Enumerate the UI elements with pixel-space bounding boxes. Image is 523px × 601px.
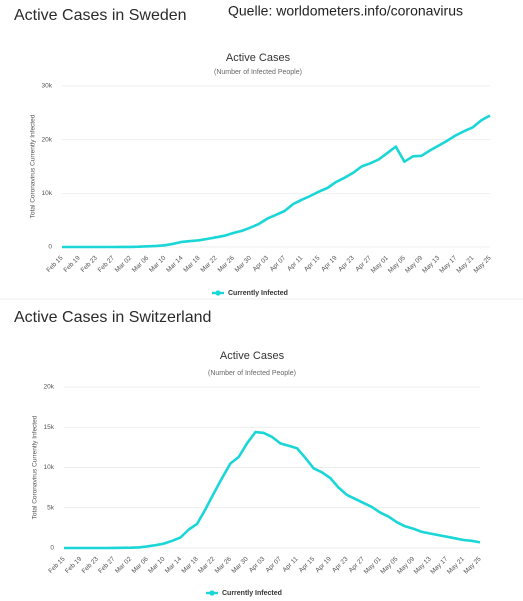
- y-tick-label: 15k: [44, 424, 55, 431]
- y-tick-label: 30k: [42, 83, 53, 90]
- y-tick-label: 0: [48, 244, 52, 251]
- x-tick-label: Apr 23: [331, 555, 350, 574]
- x-tick-label: Apr 03: [248, 555, 267, 574]
- y-axis-label: Total Coronavirus Currently Infected: [32, 415, 39, 519]
- x-tick-label: Apr 11: [281, 555, 299, 573]
- x-tick-label: May 05: [387, 254, 407, 274]
- x-tick-label: May 21: [455, 254, 475, 274]
- section-heading: Active Cases in Switzerland: [14, 309, 211, 326]
- x-tick-label: Mar 02: [114, 555, 134, 575]
- x-tick-label: Mar 26: [214, 555, 234, 575]
- x-tick-label: May 09: [404, 254, 424, 274]
- section-heading: Active Cases in Sweden: [14, 7, 187, 24]
- x-tick-label: Feb 15: [47, 555, 67, 575]
- y-axis-label: Total Coronavirus Currently Infected: [30, 114, 37, 218]
- x-tick-label: Mar 18: [182, 254, 202, 274]
- x-tick-label: Feb 27: [97, 555, 117, 575]
- legend-marker: [209, 590, 215, 596]
- chart-title: Active Cases: [220, 350, 285, 362]
- x-tick-label: Mar 26: [217, 254, 237, 274]
- x-tick-label: Mar 18: [180, 555, 200, 575]
- legend-marker: [215, 290, 221, 296]
- x-tick-label: May 25: [473, 254, 493, 274]
- x-tick-label: Apr 19: [320, 254, 339, 273]
- x-tick-label: May 13: [421, 254, 441, 274]
- x-tick-label: Apr 07: [264, 555, 283, 574]
- x-tick-label: Apr 11: [286, 254, 304, 272]
- x-tick-label: Mar 14: [165, 254, 185, 274]
- x-tick-label: Mar 30: [230, 555, 250, 575]
- y-tick-label: 10k: [42, 190, 53, 197]
- x-tick-label: May 01: [370, 254, 390, 274]
- x-tick-label: Apr 03: [252, 254, 271, 273]
- chart-subtitle: (Number of Infected People): [208, 370, 296, 377]
- source-note: Quelle: worldometers.info/coronavirus: [228, 3, 463, 19]
- x-tick-label: Mar 10: [147, 555, 167, 575]
- x-tick-label: Mar 14: [164, 555, 184, 575]
- x-tick-label: Mar 30: [234, 254, 254, 274]
- chart-subtitle: (Number of Infected People): [214, 69, 302, 76]
- x-tick-label: Mar 02: [114, 254, 134, 274]
- chart-title: Active Cases: [226, 52, 291, 64]
- x-tick-label: Mar 06: [131, 254, 151, 274]
- x-tick-label: Mar 06: [131, 555, 151, 575]
- data-line: [64, 430, 481, 550]
- x-tick-label: Feb 23: [81, 555, 101, 575]
- x-tick-label: Feb 19: [62, 254, 82, 274]
- x-tick-label: Apr 15: [298, 555, 317, 574]
- x-tick-label: Mar 22: [199, 254, 219, 274]
- y-tick-label: 5k: [47, 504, 55, 511]
- x-tick-label: Mar 22: [197, 555, 217, 575]
- x-tick-label: Feb 15: [45, 254, 65, 274]
- x-tick-label: Feb 27: [97, 254, 117, 274]
- x-tick-label: May 17: [438, 254, 458, 274]
- legend-label: Currently Infected: [228, 290, 288, 297]
- x-tick-label: Feb 19: [64, 555, 84, 575]
- x-tick-label: Apr 15: [303, 254, 322, 273]
- x-tick-label: Feb 23: [80, 254, 100, 274]
- y-tick-label: 20k: [44, 384, 55, 391]
- x-tick-label: Apr 23: [337, 254, 356, 273]
- y-tick-label: 0: [50, 545, 54, 552]
- x-tick-label: May 25: [463, 555, 483, 575]
- y-tick-label: 20k: [42, 136, 53, 143]
- legend-label: Currently Infected: [222, 590, 282, 597]
- x-tick-label: Apr 07: [269, 254, 288, 273]
- data-line: [62, 114, 491, 249]
- x-tick-label: Apr 19: [314, 555, 333, 574]
- y-tick-label: 10k: [44, 464, 55, 471]
- x-tick-label: Mar 10: [148, 254, 168, 274]
